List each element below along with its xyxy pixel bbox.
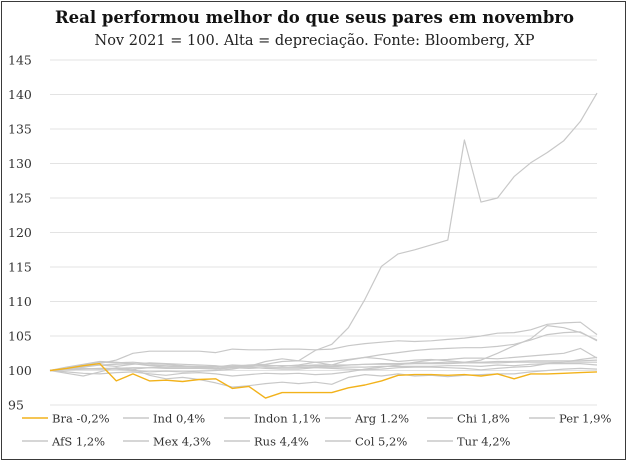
series-line-5 bbox=[49, 356, 598, 372]
y-tick-label: 115 bbox=[8, 260, 32, 275]
legend: Bra -0,2% Ind 0,4% Indon 1,1% Arg 1.2% Chi 1… bbox=[22, 412, 611, 449]
y-tick-label: 140 bbox=[8, 87, 32, 102]
chart-subtitle: Nov 2021 = 100. Alta = depreciação. Font… bbox=[94, 33, 535, 49]
y-axis-ticks: 95 100 105 110 115 120 125 130 135 140 145 bbox=[8, 53, 32, 413]
y-tick-label: 95 bbox=[8, 398, 24, 413]
legend-label: Per 1,9% bbox=[559, 412, 611, 426]
legend-label: AfS 1,2% bbox=[51, 435, 105, 449]
series-line-9 bbox=[49, 321, 598, 372]
series-line-0 bbox=[49, 362, 598, 399]
y-tick-label: 105 bbox=[8, 329, 32, 344]
legend-label: Rus 4,4% bbox=[254, 435, 309, 449]
gridlines bbox=[50, 59, 597, 406]
y-tick-label: 110 bbox=[8, 294, 32, 309]
series-line-6 bbox=[49, 367, 598, 388]
chart-title: Real performou melhor do que seus pares … bbox=[54, 8, 575, 27]
y-tick-label: 145 bbox=[8, 53, 32, 68]
legend-label: Col 5,2% bbox=[355, 435, 407, 449]
legend-label: Mex 4,3% bbox=[153, 435, 211, 449]
y-tick-label: 135 bbox=[8, 122, 32, 137]
series-line-3 bbox=[49, 361, 597, 372]
legend-label: Arg 1.2% bbox=[354, 412, 409, 426]
y-tick-label: 120 bbox=[8, 225, 32, 240]
series-line-8 bbox=[49, 325, 598, 372]
series-line-7 bbox=[49, 331, 598, 372]
y-tick-label: 125 bbox=[8, 191, 32, 206]
legend-label: Indon 1,1% bbox=[254, 412, 321, 426]
y-tick-label: 100 bbox=[8, 363, 32, 378]
legend-label: Ind 0,4% bbox=[153, 412, 205, 426]
series-line-10 bbox=[49, 92, 598, 373]
series-line-1 bbox=[49, 363, 598, 372]
y-tick-label: 130 bbox=[8, 156, 32, 171]
legend-label: Chi 1,8% bbox=[457, 412, 510, 426]
series-lines bbox=[49, 92, 598, 399]
series-line-4 bbox=[49, 347, 598, 377]
legend-label: Tur 4,2% bbox=[457, 435, 511, 449]
legend-label: Bra -0,2% bbox=[52, 412, 110, 426]
